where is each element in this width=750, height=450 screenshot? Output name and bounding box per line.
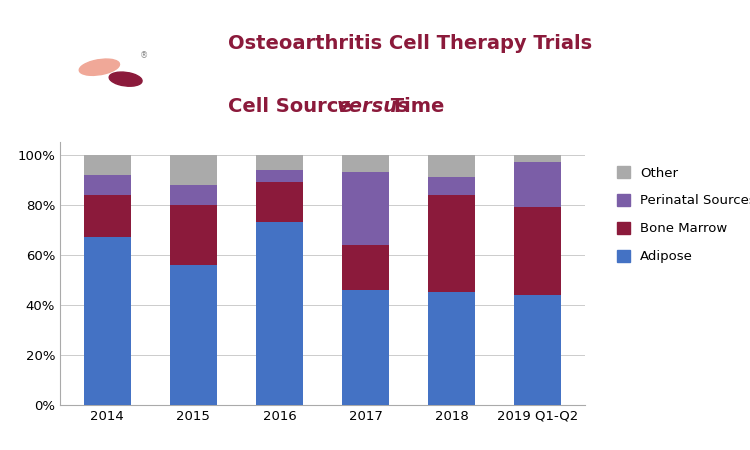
Bar (170, 185, 217, 205)
Bar (342, 172, 389, 245)
Bar (256, 155, 303, 170)
Bar (170, 205, 217, 265)
Bar (256, 170, 303, 182)
Text: Cell Source: Cell Source (228, 97, 358, 116)
Bar (170, 265, 217, 405)
Bar (84, 155, 131, 175)
Text: versus: versus (337, 97, 410, 116)
Ellipse shape (80, 59, 119, 75)
Text: Osteoarthritis Cell Therapy Trials: Osteoarthritis Cell Therapy Trials (228, 34, 592, 53)
Bar (256, 222, 303, 405)
Bar (84, 238, 131, 405)
Text: Time: Time (384, 97, 444, 116)
Bar (84, 175, 131, 195)
Legend: Other, Perinatal Sources, Bone Marrow, Adipose: Other, Perinatal Sources, Bone Marrow, A… (613, 162, 750, 267)
Bar (514, 207, 561, 295)
Bar (428, 292, 476, 405)
Bar (428, 195, 476, 292)
Bar (84, 195, 131, 238)
Ellipse shape (110, 72, 142, 86)
Text: ®: ® (140, 51, 148, 60)
Bar (428, 155, 476, 177)
Bar (514, 295, 561, 405)
Bar (342, 155, 389, 172)
Bar (170, 155, 217, 185)
Bar (428, 177, 476, 195)
Bar (514, 155, 561, 162)
Bar (342, 290, 389, 405)
Bar (514, 162, 561, 207)
Bar (256, 182, 303, 222)
Bar (342, 245, 389, 290)
